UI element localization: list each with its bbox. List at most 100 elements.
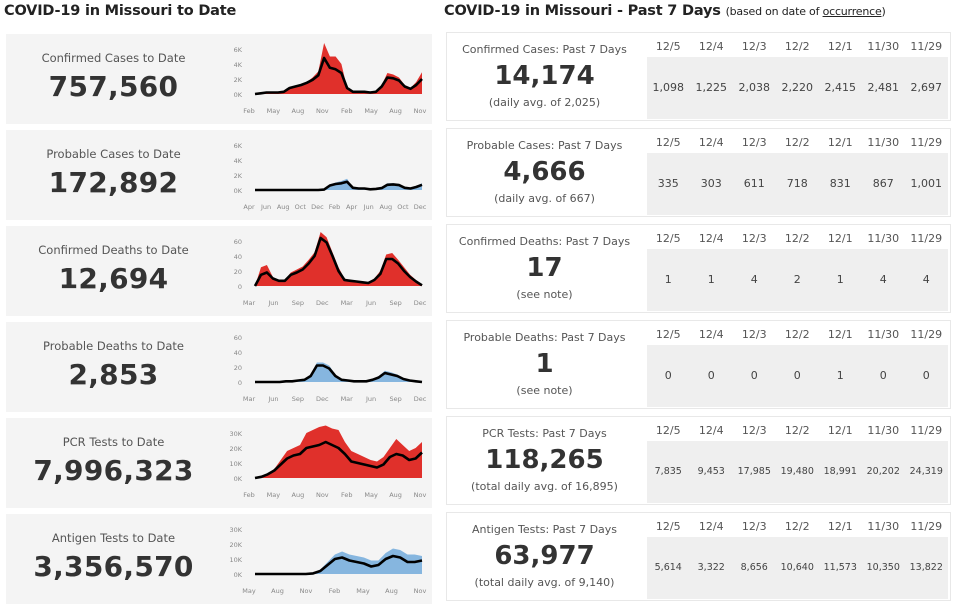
daily-value-cell[interactable]: 24,319 (905, 441, 948, 503)
daily-value-cell[interactable]: 10,640 (776, 537, 819, 599)
daily-value-cell[interactable]: 2,220 (776, 57, 819, 119)
x-tick-label: May (364, 491, 378, 499)
daily-value-cell[interactable]: 718 (776, 153, 819, 215)
daily-value-cell[interactable]: 1 (647, 249, 690, 311)
daily-value-cell[interactable]: 1 (819, 249, 862, 311)
moving-average-line (254, 56, 423, 96)
daily-value-cell[interactable]: 0 (647, 345, 690, 407)
daily-value-cell[interactable]: 5,614 (647, 537, 690, 599)
date-label: 12/2 (784, 136, 810, 149)
moving-average-line (255, 180, 423, 192)
daily-value-cell[interactable]: 611 (733, 153, 776, 215)
daily-value-cell[interactable]: 867 (862, 153, 905, 215)
day-column: 12/5 7,835 (647, 423, 690, 503)
y-tick-label: 30K (229, 430, 242, 438)
daily-value-cell[interactable]: 1,098 (647, 57, 690, 119)
daily-value-cell[interactable]: 18,991 (819, 441, 862, 503)
daily-value-cell[interactable]: 7,835 (647, 441, 690, 503)
day-column: 12/1 2,415 (819, 39, 862, 119)
daily-value-cell[interactable]: 0 (690, 345, 733, 407)
card-total: 14,174 (494, 61, 595, 91)
daily-value-cell[interactable]: 2,697 (905, 57, 948, 119)
card-title: Antigen Tests to Date (51, 531, 176, 545)
daily-value-cell[interactable]: 2,481 (862, 57, 905, 119)
daily-value-cell[interactable]: 9,453 (690, 441, 733, 503)
date-label: 12/3 (741, 520, 767, 533)
x-tick-label: Aug (271, 587, 284, 595)
confirmed-cases-to-date-card: Confirmed Cases to Date 757,560 6K 4K 2K 0K F… (6, 34, 432, 124)
daily-value-cell[interactable]: 1,001 (905, 153, 948, 215)
y-tick-label: 20K (229, 541, 242, 549)
date-label: 11/29 (910, 424, 943, 437)
daily-value-cell[interactable]: 10,350 (862, 537, 905, 599)
daily-value-cell[interactable]: 0 (733, 345, 776, 407)
x-tick-label: Aug (379, 203, 392, 211)
card-total: 1 (535, 349, 554, 379)
date-label: 12/4 (698, 136, 724, 149)
x-tick-label: Aug (389, 107, 402, 115)
card-total: 4,666 (503, 157, 586, 187)
x-tick-label: Jun (267, 395, 278, 403)
daily-value-cell[interactable]: 19,480 (776, 441, 819, 503)
y-tick-label: 0 (238, 283, 242, 291)
day-column: 11/29 2,697 (905, 39, 948, 119)
x-tick-label: May (267, 107, 281, 115)
daily-value-cell[interactable]: 4 (905, 249, 948, 311)
daily-value-cell[interactable]: 20,202 (862, 441, 905, 503)
daily-value-cell[interactable]: 8,656 (733, 537, 776, 599)
y-tick-label: 30K (229, 526, 242, 534)
daily-value-cell[interactable]: 0 (905, 345, 948, 407)
y-tick-label: 0K (234, 571, 243, 579)
card-title: Confirmed Deaths to Date (38, 243, 189, 257)
daily-value-cell[interactable]: 3,322 (690, 537, 733, 599)
daily-value-cell[interactable]: 1 (690, 249, 733, 311)
card-total: 63,977 (494, 541, 595, 571)
occurrence-link[interactable]: occurrence (822, 5, 882, 18)
y-tick-label: 6K (234, 142, 243, 150)
daily-value-cell[interactable]: 0 (862, 345, 905, 407)
x-tick-label: Sep (292, 395, 304, 403)
daily-value-cell[interactable]: 13,822 (905, 537, 948, 599)
daily-values-table: 12/5 5,614 12/4 3,322 12/3 8,656 12/2 10… (647, 519, 948, 599)
daily-value-cell[interactable]: 0 (776, 345, 819, 407)
x-tick-label: Aug (277, 203, 290, 211)
card-total: 118,265 (485, 445, 604, 475)
day-column: 11/30 10,350 (862, 519, 905, 599)
x-tick-label: Nov (414, 107, 427, 115)
day-column: 12/5 1,098 (647, 39, 690, 119)
moving-average-line (254, 440, 423, 480)
daily-value-cell[interactable]: 2,415 (819, 57, 862, 119)
header-note-prefix: (based on date of (725, 5, 823, 18)
x-tick-label: Aug (389, 491, 402, 499)
x-tick-label: Jun (267, 299, 278, 307)
daily-value-cell[interactable]: 1,225 (690, 57, 733, 119)
daily-values-table: 12/5 7,835 12/4 9,453 12/3 17,985 12/2 1… (647, 423, 948, 503)
daily-area (255, 43, 422, 94)
daily-value-cell[interactable]: 1 (819, 345, 862, 407)
x-tick-label: Oct (295, 203, 307, 211)
date-label: 11/29 (910, 232, 943, 245)
day-column: 12/1 11,573 (819, 519, 862, 599)
date-label: 12/2 (784, 424, 810, 437)
daily-value-cell[interactable]: 335 (647, 153, 690, 215)
daily-value-cell[interactable]: 303 (690, 153, 733, 215)
daily-value-cell[interactable]: 11,573 (819, 537, 862, 599)
daily-value-cell[interactable]: 831 (819, 153, 862, 215)
antigen-tests-trend-chart[interactable]: 30K 20K 10K 0K May Aug Nov Feb May Aug Nov (220, 514, 432, 604)
daily-value-cell[interactable]: 2,038 (733, 57, 776, 119)
daily-value-cell[interactable]: 4 (862, 249, 905, 311)
date-label: 11/30 (867, 40, 900, 53)
y-tick-label: 60 (234, 334, 242, 342)
y-tick-label: 0K (234, 187, 243, 195)
day-column: 12/1 18,991 (819, 423, 862, 503)
daily-value-cell[interactable]: 4 (733, 249, 776, 311)
daily-value-cell[interactable]: 17,985 (733, 441, 776, 503)
daily-value-cell[interactable]: 2 (776, 249, 819, 311)
header-note-suffix: ) (881, 5, 886, 18)
day-column: 11/30 4 (862, 231, 905, 311)
